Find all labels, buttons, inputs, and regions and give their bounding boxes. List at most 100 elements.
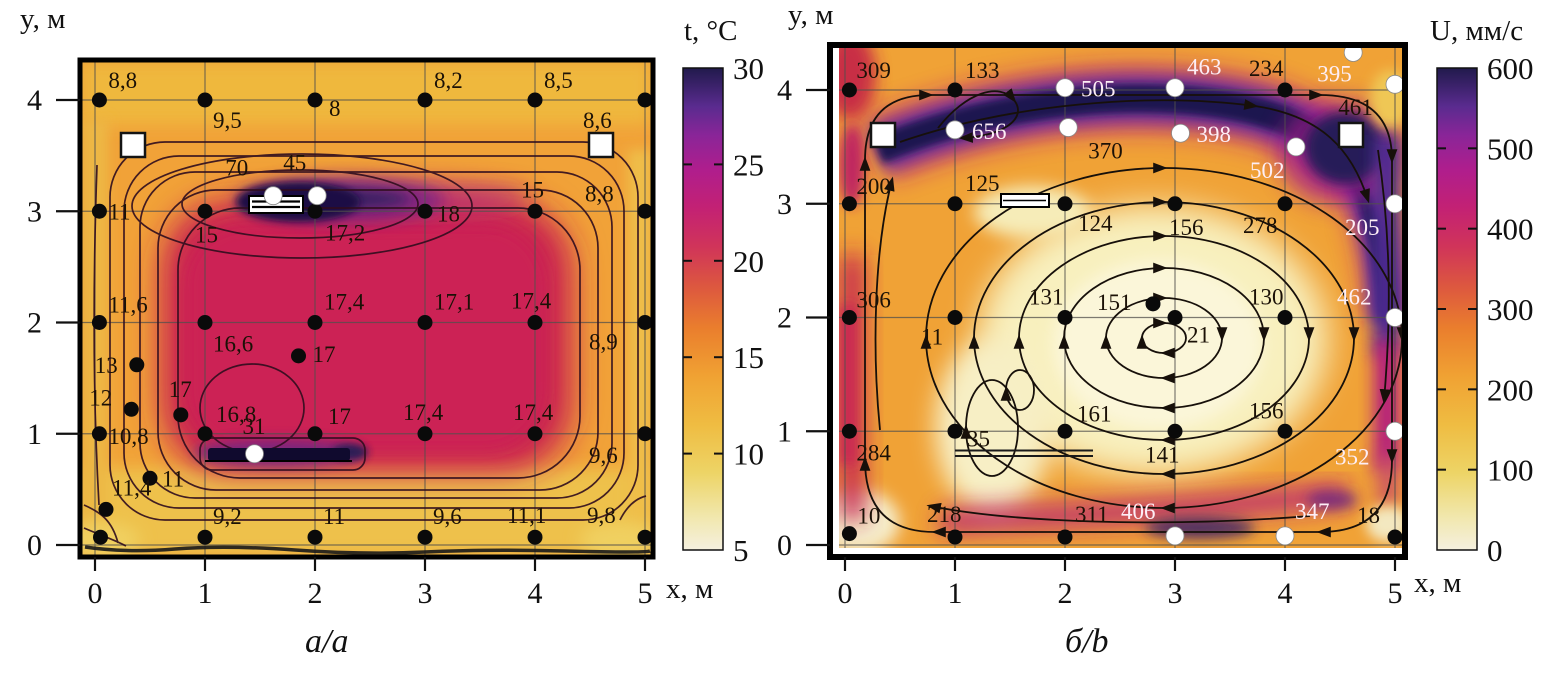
data-point-label: 11 xyxy=(323,504,345,529)
data-point-dot-black xyxy=(197,203,213,219)
y-tick-label: 1 xyxy=(777,415,792,448)
data-point-label: 200 xyxy=(856,174,891,199)
x-tick-label: 2 xyxy=(1058,577,1073,610)
bottom-white-gap xyxy=(830,548,1405,557)
data-point-label: 463 xyxy=(1187,55,1222,80)
x-tick-label: 4 xyxy=(528,577,543,610)
data-point-dot-black xyxy=(307,315,323,330)
colorbar-tick-label: 200 xyxy=(1487,372,1534,407)
colorbar-tick-label: 100 xyxy=(1487,453,1534,488)
x-tick-label: 2 xyxy=(308,577,323,610)
colorbar-tick-label: 10 xyxy=(733,437,764,472)
data-point-label: 8,6 xyxy=(583,108,612,133)
colorbar-tick-label: 25 xyxy=(733,147,764,182)
data-point-label: 9,6 xyxy=(433,504,462,529)
data-point-dot-white xyxy=(1171,123,1190,143)
data-point-label: 31 xyxy=(243,414,266,439)
data-point-dot-black xyxy=(527,426,543,442)
data-point-label: 10,8 xyxy=(108,424,148,449)
data-point-label: 218 xyxy=(927,502,962,527)
left-white-gap xyxy=(830,45,839,557)
floor-heater-line xyxy=(955,449,1093,457)
data-point-dot-white xyxy=(1286,137,1306,157)
x-tick-label: 3 xyxy=(1168,577,1183,610)
data-point-dot-black xyxy=(173,407,189,423)
data-point-dot-black xyxy=(1057,529,1073,545)
y-tick-label: 1 xyxy=(27,418,42,451)
data-point-label: 130 xyxy=(1249,285,1284,310)
data-point-label: 10 xyxy=(857,504,880,529)
inlet-square xyxy=(869,121,897,149)
y-tick-label: 2 xyxy=(27,307,42,340)
panel-b-x-axis-title: x, м xyxy=(1414,567,1461,599)
data-point-dot-black xyxy=(291,348,306,364)
data-point-dot-white xyxy=(307,186,327,206)
data-point-dot-black xyxy=(1057,423,1073,439)
colorbar-tick-label: 15 xyxy=(733,340,764,375)
data-point-dot-white xyxy=(263,186,283,206)
data-point-dot-black xyxy=(1167,196,1183,212)
data-point-dot-black xyxy=(841,423,857,439)
x-tick-label: 1 xyxy=(948,577,963,610)
data-point-dot-black xyxy=(841,196,857,212)
data-point-dot-black xyxy=(417,426,433,442)
y-tick-label: 2 xyxy=(777,302,792,335)
y-tick-label: 0 xyxy=(27,529,42,562)
panel-a-points: 8,8 9,5 8 8,2 8,5 8,6 11 15 17,2 18 15 8,8 70 45 11,6 1… xyxy=(89,68,653,545)
data-point-dot-black xyxy=(91,92,107,108)
data-point-dot-black xyxy=(841,310,857,325)
data-point-label: 11 xyxy=(162,466,184,491)
panel-a-x-axis-title: x, м xyxy=(666,573,713,605)
x-tick-label: 0 xyxy=(838,577,853,610)
y-tick-label: 4 xyxy=(27,84,42,117)
data-point-label: 11 xyxy=(108,199,130,224)
data-point-label: 17,4 xyxy=(513,400,554,425)
data-point-label: 17 xyxy=(313,342,336,367)
data-point-label: 306 xyxy=(856,288,891,313)
data-point-label: 11,6 xyxy=(108,293,147,318)
data-point-dot-black xyxy=(1277,423,1293,439)
data-point-dot-black xyxy=(637,426,653,442)
data-point-label: 151 xyxy=(1097,290,1132,315)
data-point-dot-white xyxy=(1385,421,1405,441)
data-point-label: 11,4 xyxy=(112,475,152,500)
colorbar-tick-label: 0 xyxy=(1487,533,1503,568)
colorbar-tick-label: 5 xyxy=(733,533,749,568)
data-point-label: 395 xyxy=(1317,61,1352,86)
data-point-label: 8,8 xyxy=(108,68,137,93)
data-point-dot-white xyxy=(945,120,965,140)
data-point-dot-black xyxy=(841,82,857,98)
data-point-label: 13 xyxy=(95,353,118,378)
data-point-label: 9,6 xyxy=(589,443,618,468)
data-point-dot-black xyxy=(1277,82,1293,98)
data-point-dot-black xyxy=(307,529,323,545)
colorbar-a-gradient xyxy=(682,67,724,551)
y-tick-label: 3 xyxy=(777,188,792,221)
data-point-dot-black xyxy=(1145,296,1161,312)
data-point-dot-white xyxy=(1385,74,1405,94)
data-point-label: 502 xyxy=(1250,158,1285,183)
data-point-dot-black xyxy=(417,529,433,545)
outlet-square xyxy=(1337,121,1365,149)
data-point-label: 505 xyxy=(1081,77,1116,102)
data-point-label: 370 xyxy=(1088,139,1123,164)
data-point-label: 17,1 xyxy=(434,290,474,315)
panel-b-frame xyxy=(827,42,1408,560)
data-point-dot-white xyxy=(1385,308,1405,327)
data-point-dot-black xyxy=(527,315,543,330)
data-point-dot-black xyxy=(947,310,963,325)
data-point-label: 35 xyxy=(967,426,990,451)
data-point-dot-black xyxy=(197,92,213,108)
x-tick-label: 1 xyxy=(198,577,213,610)
panel-a-grid xyxy=(80,60,653,557)
data-point-dot-black xyxy=(417,92,433,108)
colorbar-a-title: t, °C xyxy=(684,15,738,47)
data-point-label: 352 xyxy=(1335,444,1370,469)
data-point-label: 133 xyxy=(965,58,1000,83)
data-point-dot-black xyxy=(91,315,107,330)
data-point-label: 161 xyxy=(1077,401,1112,426)
data-point-dot-black xyxy=(637,203,653,219)
data-point-dot-white xyxy=(1055,78,1075,98)
data-point-label: 9,2 xyxy=(213,504,242,529)
data-point-label: 9,5 xyxy=(213,108,242,133)
